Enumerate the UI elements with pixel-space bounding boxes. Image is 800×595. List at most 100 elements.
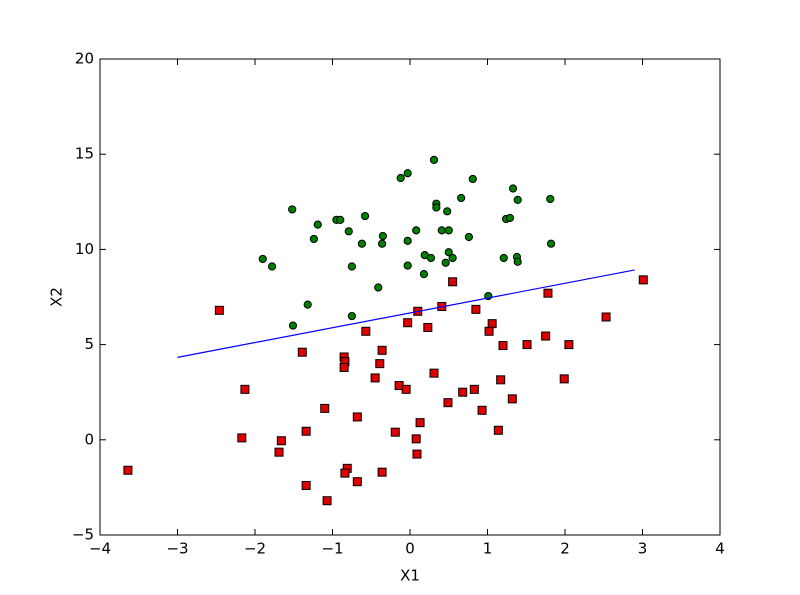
point: [508, 184, 518, 193]
point: [301, 480, 311, 490]
point: [429, 155, 439, 165]
y-tick-label: 5: [84, 335, 94, 353]
point: [378, 231, 387, 241]
point: [458, 387, 468, 397]
point: [320, 403, 330, 413]
point: [288, 321, 298, 330]
plot-frame: [99, 58, 721, 536]
point: [564, 340, 574, 350]
y-tick-label: 0: [84, 430, 94, 448]
y-axis-label: X2: [48, 287, 66, 307]
point: [347, 311, 356, 321]
y-tick-label: 20: [75, 50, 94, 68]
point: [412, 449, 422, 459]
point: [443, 207, 452, 216]
point: [401, 384, 411, 394]
point: [297, 347, 307, 357]
point: [214, 305, 224, 315]
point: [301, 426, 311, 436]
point: [303, 300, 312, 309]
point: [423, 322, 433, 332]
point: [309, 234, 318, 244]
y-tick-label: 15: [75, 145, 94, 163]
point: [322, 496, 332, 506]
point: [505, 213, 515, 223]
point: [415, 418, 425, 428]
point: [448, 253, 457, 263]
point: [352, 412, 362, 422]
point: [493, 425, 503, 435]
point: [477, 405, 487, 415]
x-tick-label: 3: [638, 540, 648, 558]
x-tick-label: −3: [166, 540, 188, 558]
x-tick-label: 0: [405, 540, 415, 558]
point: [396, 173, 405, 183]
point: [441, 258, 450, 267]
point: [403, 236, 412, 245]
point: [288, 205, 297, 214]
point: [601, 312, 611, 322]
point: [377, 467, 387, 477]
point: [258, 254, 267, 264]
x-tick-label: −4: [89, 540, 111, 558]
point: [240, 384, 250, 394]
point: [347, 262, 356, 271]
point: [469, 384, 479, 394]
point: [378, 239, 387, 248]
y-tick-label: −5: [72, 526, 94, 544]
y-tick-label: 10: [75, 240, 94, 258]
point: [340, 468, 350, 478]
point: [237, 433, 247, 443]
point: [432, 203, 441, 212]
point: [464, 232, 473, 242]
point: [390, 427, 400, 437]
point: [377, 345, 387, 355]
point: [313, 220, 322, 229]
point: [123, 465, 133, 475]
point: [507, 394, 517, 404]
point: [487, 319, 497, 329]
point: [426, 253, 436, 263]
point: [412, 226, 421, 235]
point: [267, 262, 277, 271]
point: [370, 373, 380, 383]
point: [352, 477, 362, 487]
point: [543, 288, 553, 298]
point: [443, 398, 453, 408]
point: [471, 304, 481, 314]
point: [375, 359, 385, 369]
point: [437, 226, 446, 235]
point: [336, 215, 345, 224]
point: [360, 211, 370, 221]
point: [276, 436, 286, 446]
point: [513, 257, 522, 266]
point: [344, 227, 353, 236]
fit-line: [177, 269, 635, 358]
point: [457, 193, 466, 203]
point: [339, 362, 349, 372]
point: [419, 270, 429, 279]
x-tick-label: 2: [560, 540, 570, 558]
point: [374, 283, 383, 292]
point: [411, 434, 421, 444]
x-tick-label: −1: [321, 540, 343, 558]
point: [638, 275, 648, 285]
point: [499, 253, 508, 263]
point: [496, 375, 506, 385]
point: [546, 239, 556, 248]
x-axis-label: X1: [400, 567, 420, 585]
x-tick-label: −2: [244, 540, 266, 558]
point: [513, 195, 522, 204]
point: [444, 226, 453, 235]
point: [444, 248, 453, 257]
point: [522, 340, 532, 350]
point: [484, 326, 494, 336]
point: [403, 318, 413, 328]
point: [429, 368, 439, 378]
point: [546, 194, 555, 204]
point: [541, 331, 551, 341]
x-tick-label: 1: [483, 540, 493, 558]
point: [357, 239, 367, 248]
